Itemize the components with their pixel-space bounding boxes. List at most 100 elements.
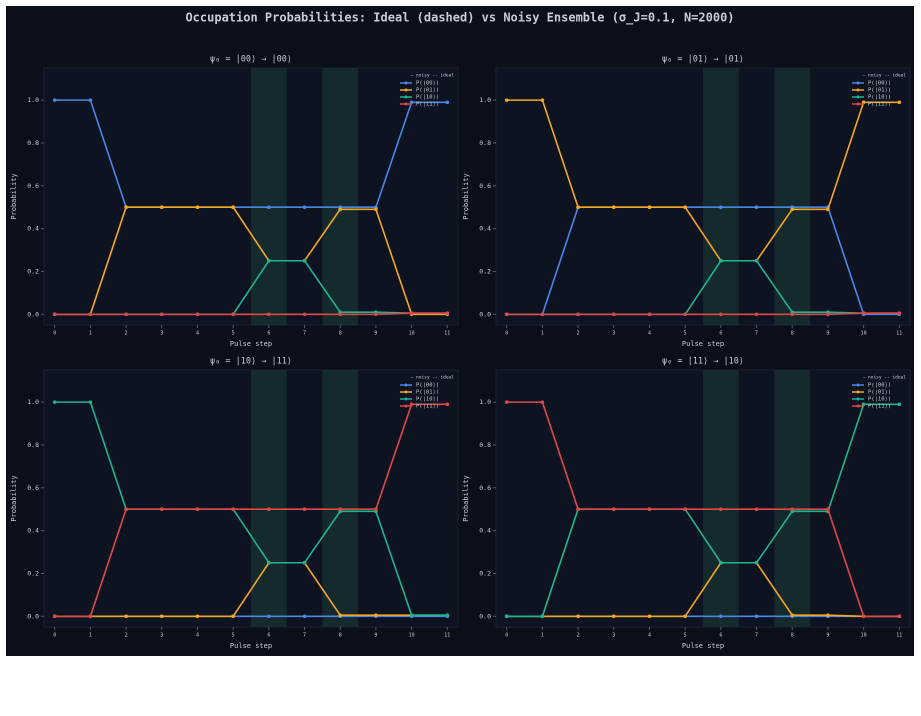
y-tick-label: 0.8	[27, 441, 39, 449]
data-point	[540, 312, 545, 317]
data-point	[576, 205, 580, 210]
data-point	[826, 312, 830, 317]
data-point	[611, 312, 616, 317]
data-point	[409, 613, 414, 618]
y-axis-label: Probability	[462, 475, 470, 521]
data-point	[338, 613, 343, 618]
x-axis-label: Pulse step	[230, 642, 272, 650]
x-tick-label: 9	[374, 331, 377, 337]
data-point	[611, 507, 616, 512]
highlight-span	[774, 68, 811, 325]
y-axis-label: Probability	[462, 173, 470, 219]
x-tick-label: 0	[53, 633, 56, 639]
series-line	[506, 401, 900, 618]
legend-label: P(|11⟩)	[868, 101, 891, 108]
data-point	[576, 614, 580, 619]
data-point	[231, 614, 235, 619]
x-tick-label: 2	[577, 331, 580, 337]
x-tick-label: 8	[791, 633, 794, 639]
x-tick-label: 10	[409, 633, 415, 639]
data-point	[302, 614, 307, 619]
subplot-title: ψ₀ = |10⟩ → |11⟩	[210, 357, 292, 367]
x-tick-label: 2	[577, 633, 580, 639]
legend-marker	[404, 383, 408, 387]
series-line	[506, 403, 900, 618]
data-point	[897, 100, 902, 105]
legend-label: P(|00⟩)	[868, 80, 891, 87]
data-point	[445, 613, 450, 618]
x-tick-label: 5	[232, 633, 235, 639]
data-point	[683, 614, 687, 619]
legend-label: P(|10⟩)	[868, 396, 891, 403]
x-tick-label: 11	[444, 633, 450, 639]
data-point	[338, 312, 343, 317]
data-point	[374, 613, 378, 618]
data-point	[861, 402, 866, 407]
y-tick-label: 0.2	[479, 267, 491, 275]
y-tick-label: 0.6	[27, 182, 39, 190]
series-line	[506, 561, 900, 618]
y-tick-label: 0.4	[27, 225, 39, 233]
y-tick-label: 0.0	[479, 612, 491, 620]
data-point	[540, 614, 545, 619]
highlight-span	[251, 370, 287, 627]
data-point	[52, 400, 57, 404]
legend-marker	[856, 397, 860, 401]
y-tick-label: 0.0	[27, 612, 39, 620]
y-tick-label: 0.0	[479, 310, 491, 318]
y-tick-label: 0.4	[479, 225, 491, 233]
legend-label: P(|11⟩)	[416, 101, 439, 108]
data-point	[267, 560, 271, 565]
y-tick-label: 0.8	[479, 441, 491, 449]
series-line	[506, 99, 900, 262]
subplot: ψ₀ = |11⟩ → |10⟩ Pulse step Probability 0.0…	[462, 357, 911, 650]
y-axis-label: Probability	[10, 475, 18, 521]
y-tick-label: 1.0	[27, 96, 39, 104]
legend-label: P(|01⟩)	[416, 389, 439, 396]
legend-label: P(|00⟩)	[868, 382, 891, 389]
data-point	[504, 312, 509, 317]
y-tick-label: 1.0	[479, 398, 491, 406]
data-point	[445, 311, 450, 316]
data-point	[52, 312, 57, 317]
y-tick-label: 0.6	[479, 182, 491, 190]
data-point	[790, 312, 795, 317]
legend-marker	[404, 95, 408, 99]
data-point	[124, 507, 128, 512]
x-tick-label: 1	[89, 633, 92, 639]
legend-marker	[856, 102, 860, 106]
series-line	[54, 561, 448, 618]
data-point	[611, 614, 616, 619]
data-point	[719, 507, 723, 512]
legend-label: P(|11⟩)	[416, 403, 439, 410]
subplot-title: ψ₀ = |00⟩ → |00⟩	[210, 55, 292, 65]
data-point	[754, 560, 759, 565]
data-point	[231, 507, 235, 512]
x-tick-label: 5	[232, 331, 235, 337]
x-tick-label: 9	[374, 633, 377, 639]
data-point	[374, 507, 378, 512]
subplot: ψ₀ = |00⟩ → |00⟩ Pulse step Probability 0.0…	[10, 55, 459, 348]
legend-marker	[404, 102, 408, 106]
legend-marker	[404, 397, 408, 401]
data-point	[302, 312, 307, 317]
y-tick-label: 0.2	[27, 569, 39, 577]
legend-marker	[856, 404, 860, 408]
x-axis-label: Pulse step	[682, 642, 724, 650]
y-axis-label: Probability	[10, 173, 18, 219]
x-tick-label: 2	[125, 633, 128, 639]
x-tick-label: 1	[541, 633, 544, 639]
y-tick-label: 0.4	[479, 527, 491, 535]
data-point	[683, 205, 687, 210]
data-point	[88, 614, 93, 619]
data-point	[338, 507, 343, 512]
y-tick-label: 0.2	[27, 267, 39, 275]
x-tick-label: 1	[541, 331, 544, 337]
data-point	[576, 312, 580, 317]
data-point	[826, 207, 830, 212]
data-point	[754, 614, 759, 619]
series-line	[54, 401, 448, 617]
x-tick-label: 7	[303, 633, 306, 639]
data-point	[409, 402, 414, 407]
legend-title: — noisy -- ideal	[863, 73, 907, 79]
